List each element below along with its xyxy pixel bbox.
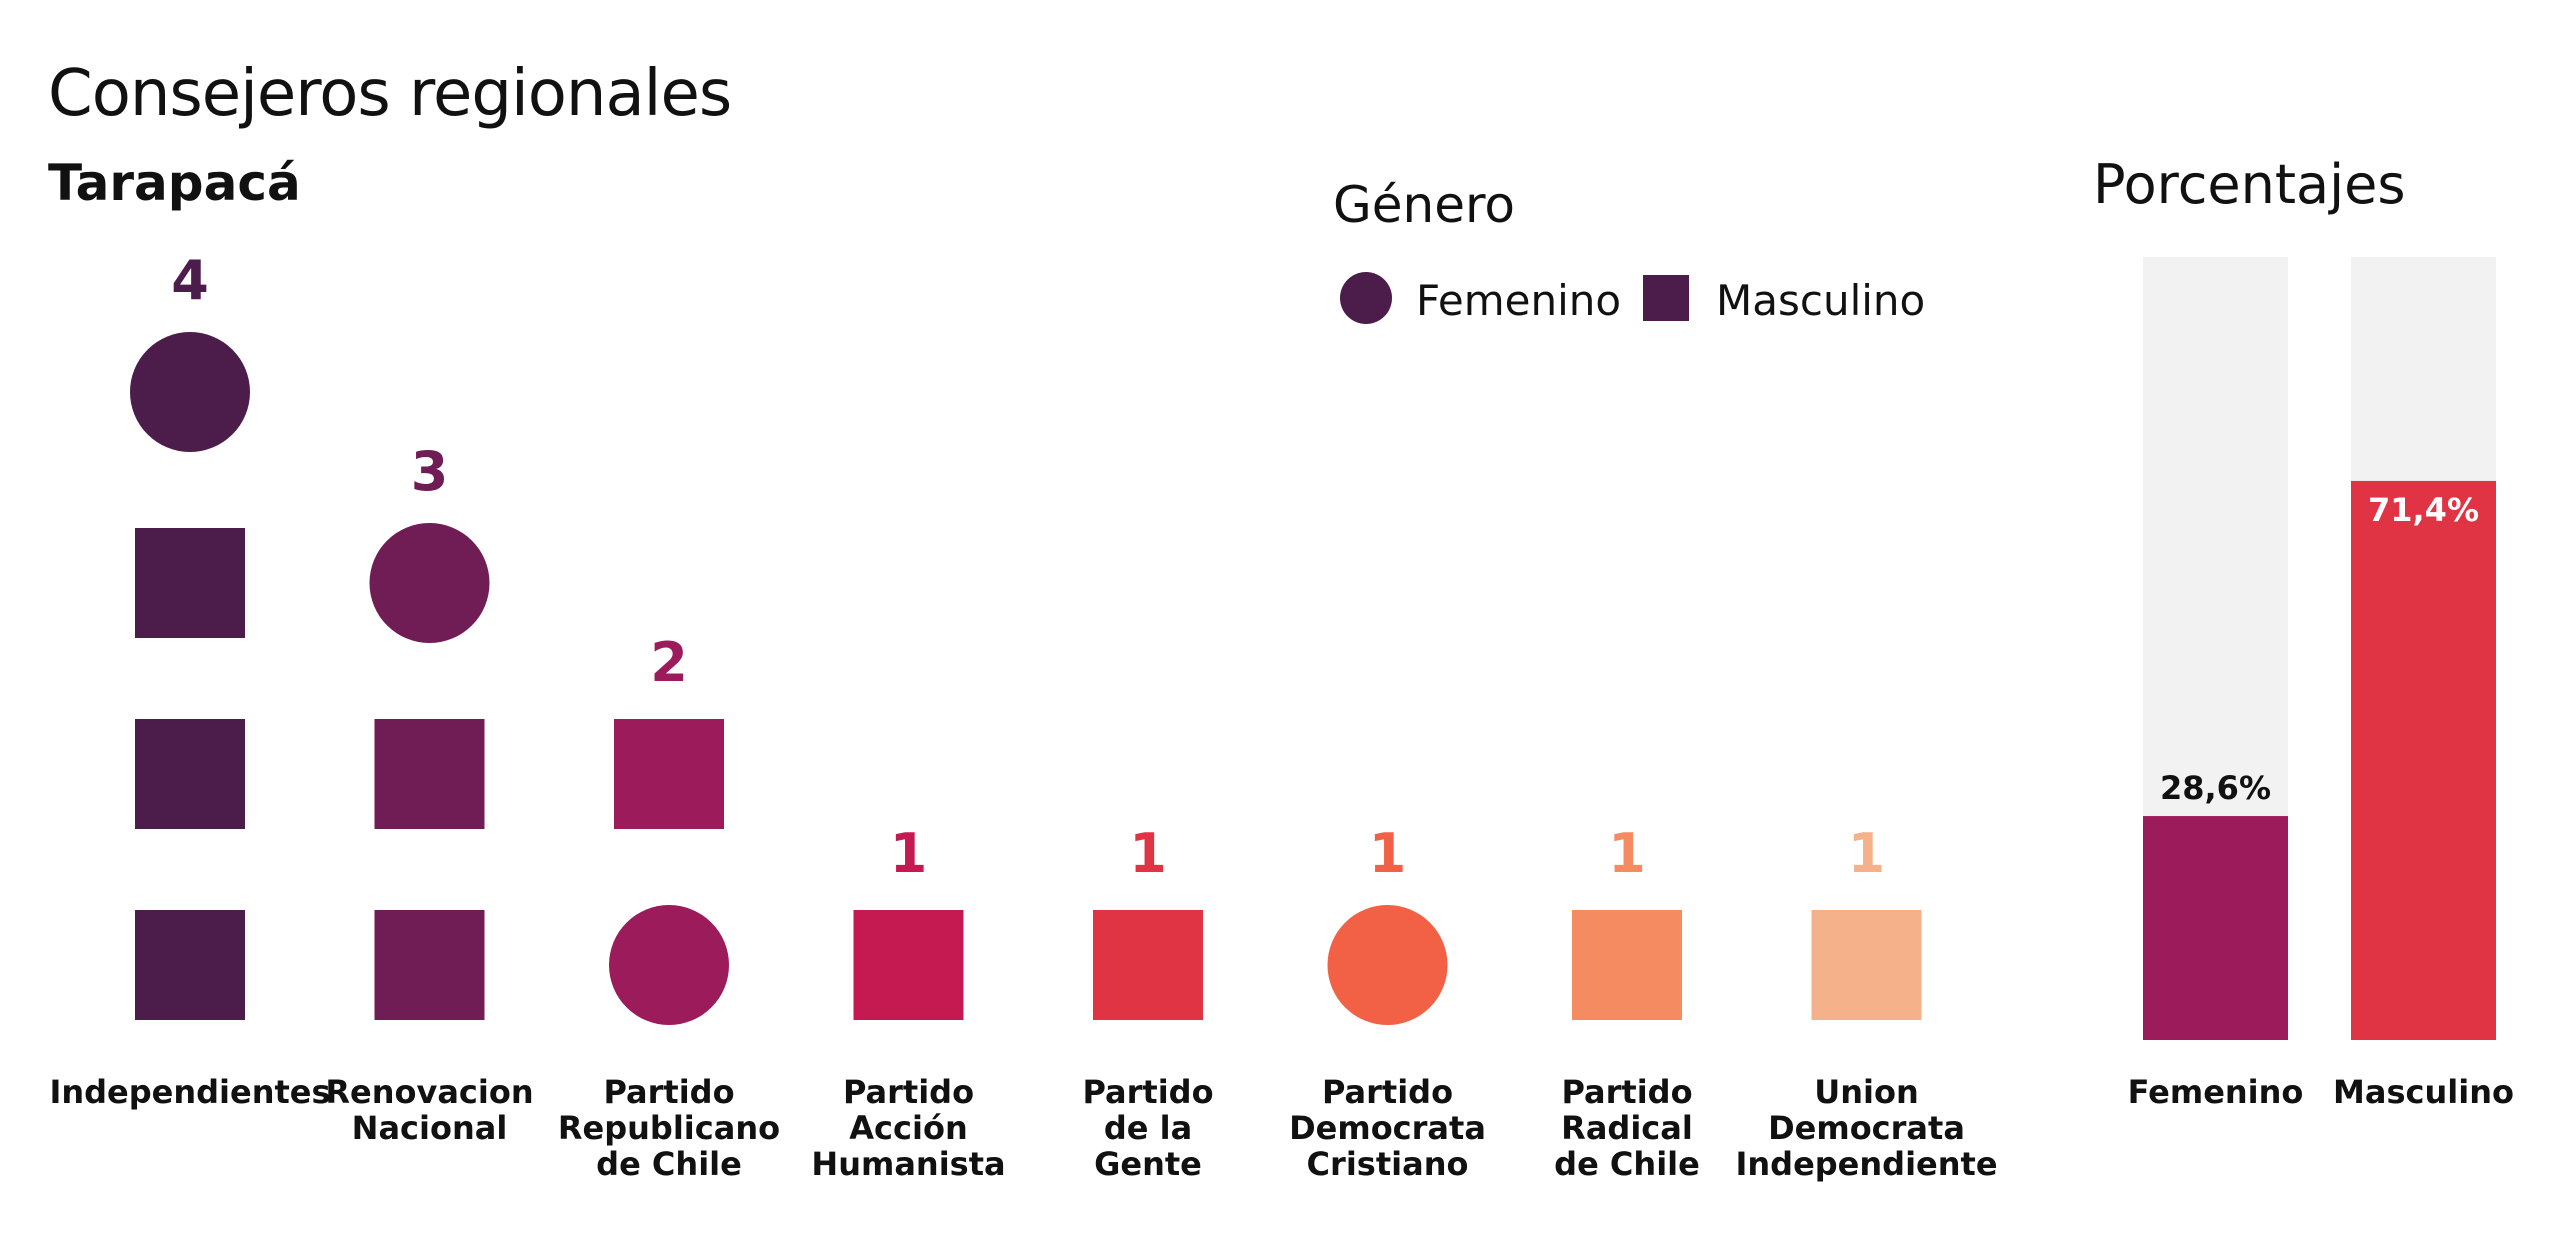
bar-category-label-femenino: Femenino xyxy=(2128,1073,2304,1111)
party-label-partido-democrata-cristiano-1: Democrata xyxy=(1289,1109,1486,1147)
party-label-partido-accion-humanista-2: Humanista xyxy=(811,1145,1005,1183)
party-label-partido-republicano-de-chile-0: Partido xyxy=(603,1073,734,1111)
bar-value-label-femenino: 28,6% xyxy=(2160,769,2271,807)
party-label-partido-de-la-gente-2: Gente xyxy=(1094,1145,1202,1183)
member-independientes-1 xyxy=(135,719,245,829)
bar-masculino xyxy=(2351,480,2496,1040)
party-label-renovacion-nacional-0: Renovacion xyxy=(325,1073,533,1111)
count-label-partido-de-la-gente: 1 xyxy=(1129,822,1167,885)
party-label-renovacion-nacional-1: Nacional xyxy=(352,1109,508,1147)
bar-femenino xyxy=(2143,816,2288,1040)
count-label-union-democrata-independiente: 1 xyxy=(1848,822,1886,885)
member-partido-radical-de-chile-0 xyxy=(1572,910,1682,1020)
member-partido-republicano-de-chile-1 xyxy=(614,719,724,829)
count-label-partido-democrata-cristiano: 1 xyxy=(1369,822,1407,885)
member-independientes-3 xyxy=(130,332,250,452)
count-label-independientes: 4 xyxy=(171,249,209,312)
party-label-partido-radical-de-chile-1: Radical xyxy=(1561,1109,1693,1147)
party-label-partido-accion-humanista-1: Acción xyxy=(849,1109,967,1147)
count-label-partido-accion-humanista: 1 xyxy=(890,822,928,885)
party-label-union-democrata-independiente-0: Union xyxy=(1814,1073,1919,1111)
legend-label-femenino: Femenino xyxy=(1416,276,1622,325)
party-label-partido-radical-de-chile-2: de Chile xyxy=(1554,1145,1700,1183)
bar-value-label-masculino: 71,4% xyxy=(2368,491,2479,529)
member-partido-republicano-de-chile-0 xyxy=(609,905,729,1025)
party-label-partido-republicano-de-chile-1: Republicano xyxy=(558,1109,780,1147)
legend-label-masculino: Masculino xyxy=(1716,276,1926,325)
party-label-partido-radical-de-chile-0: Partido xyxy=(1561,1073,1692,1111)
party-label-union-democrata-independiente-2: Independiente xyxy=(1735,1145,1997,1183)
member-independientes-2 xyxy=(135,528,245,638)
party-label-union-democrata-independiente-1: Democrata xyxy=(1768,1109,1965,1147)
percent-panel-title: Porcentajes xyxy=(2093,153,2406,216)
member-renovacion-nacional-2 xyxy=(369,523,490,643)
legend-circle-icon xyxy=(1340,272,1392,324)
legend-title: Género xyxy=(1333,176,1516,234)
party-label-partido-democrata-cristiano-2: Cristiano xyxy=(1307,1145,1469,1183)
party-label-partido-de-la-gente-0: Partido xyxy=(1082,1073,1213,1111)
party-label-partido-accion-humanista-0: Partido xyxy=(843,1073,974,1111)
count-label-partido-radical-de-chile: 1 xyxy=(1608,822,1646,885)
count-label-partido-republicano-de-chile: 2 xyxy=(650,631,688,694)
party-label-partido-democrata-cristiano-0: Partido xyxy=(1322,1073,1453,1111)
party-label-partido-republicano-de-chile-2: de Chile xyxy=(596,1145,742,1183)
party-label-independientes-0: Independientes xyxy=(49,1073,330,1111)
legend-square-icon xyxy=(1643,275,1689,321)
member-independientes-0 xyxy=(135,910,245,1020)
member-partido-democrata-cristiano-0 xyxy=(1327,905,1448,1025)
member-partido-de-la-gente-0 xyxy=(1093,910,1203,1020)
chart-title: Consejeros regionales xyxy=(48,57,732,131)
member-partido-accion-humanista-0 xyxy=(853,910,964,1020)
member-union-democrata-independiente-0 xyxy=(1811,910,1922,1020)
member-renovacion-nacional-1 xyxy=(374,719,485,829)
bar-category-label-masculino: Masculino xyxy=(2333,1073,2514,1111)
chart-subtitle: Tarapacá xyxy=(48,154,301,212)
member-renovacion-nacional-0 xyxy=(374,910,485,1020)
count-label-renovacion-nacional: 3 xyxy=(411,440,449,503)
party-label-partido-de-la-gente-1: de la xyxy=(1104,1109,1192,1147)
